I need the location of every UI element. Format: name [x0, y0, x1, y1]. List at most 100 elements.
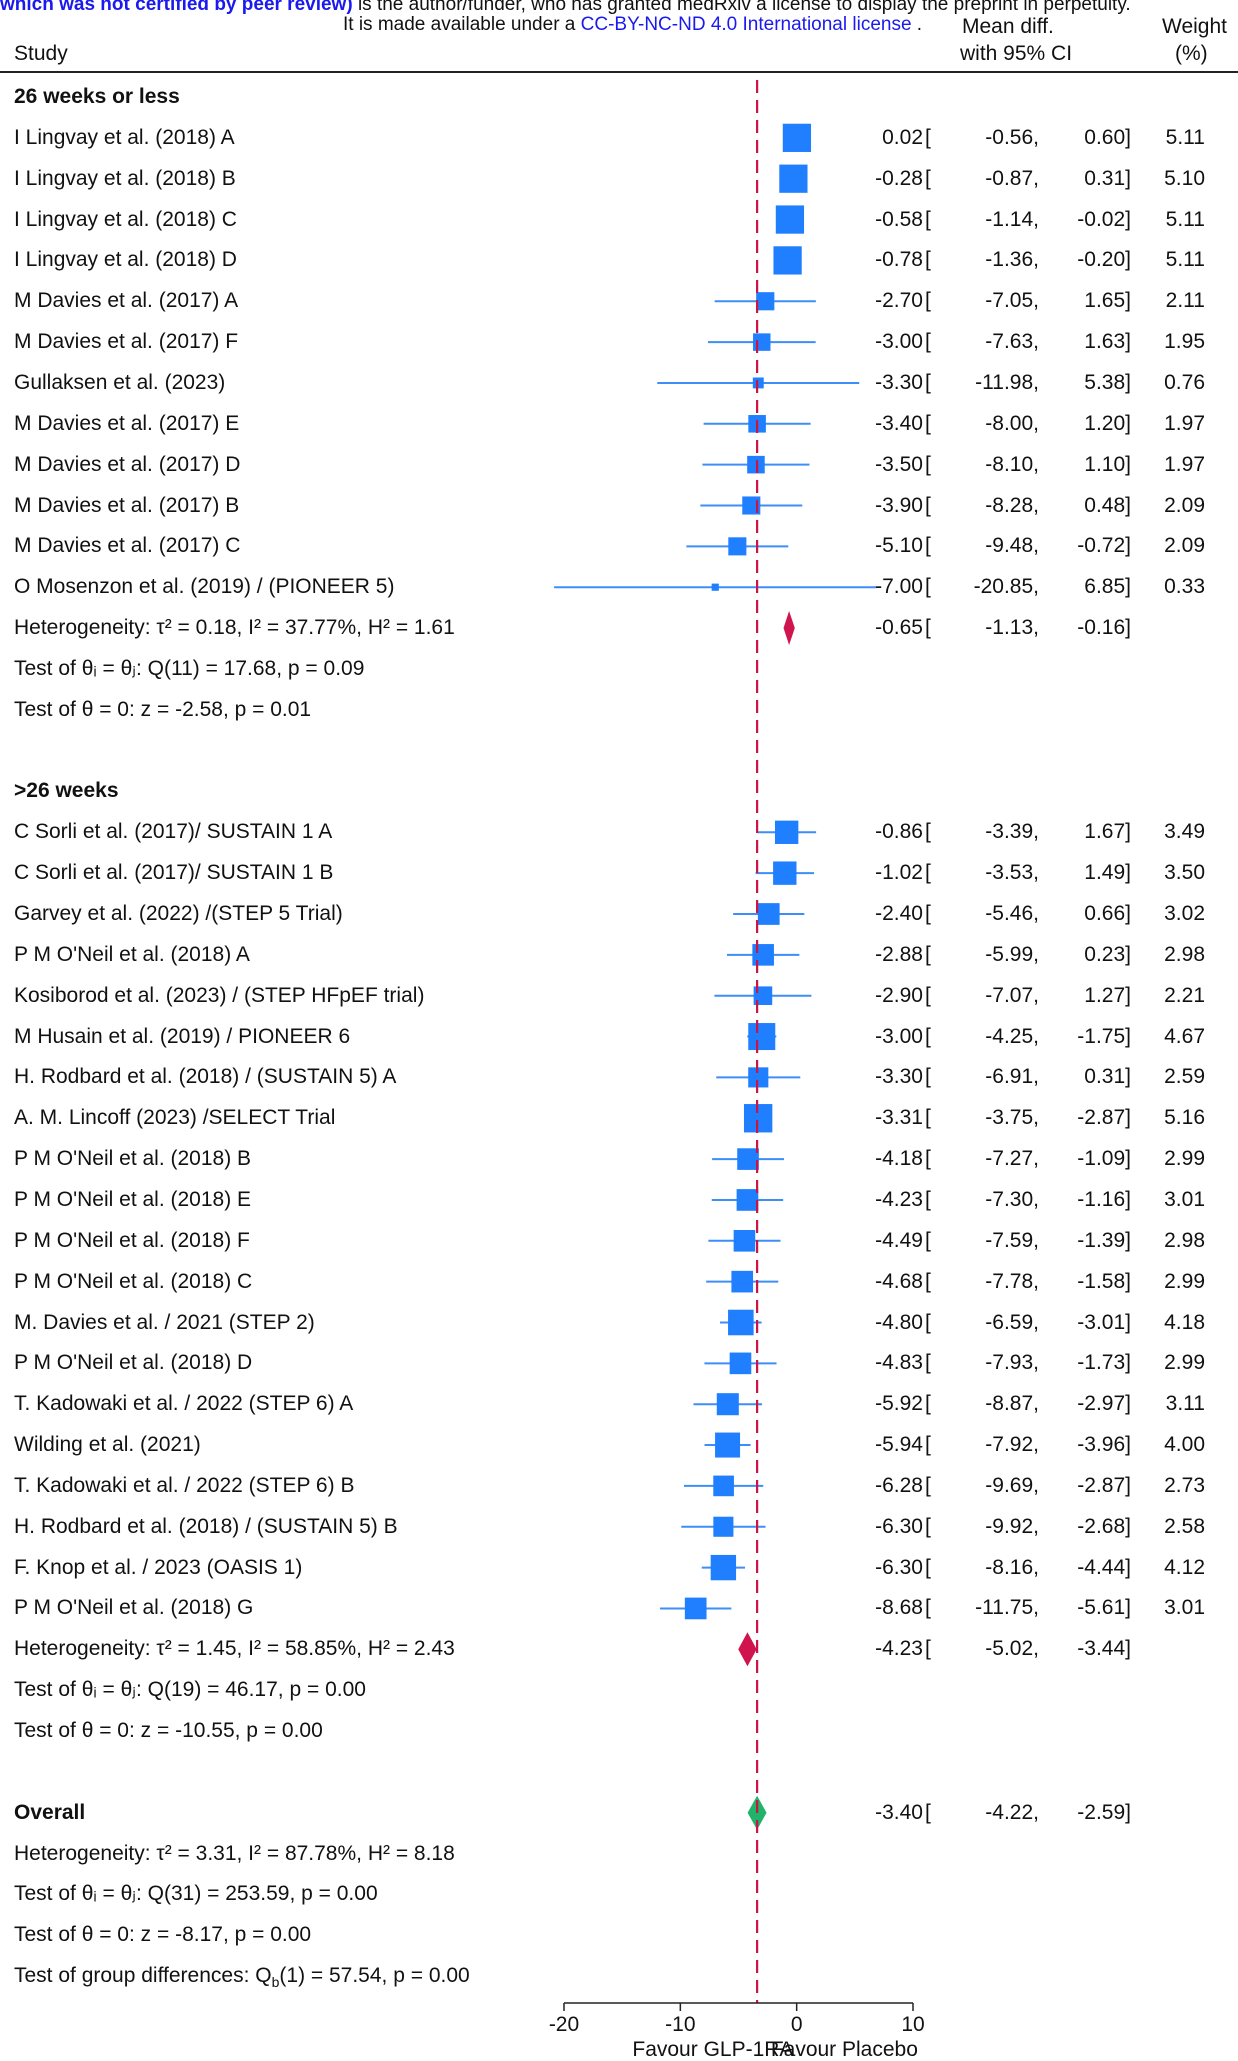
study-label: P M O'Neil et al. (2018) A	[14, 942, 250, 966]
study-square	[757, 903, 780, 925]
ci-lower-value: -8.00,	[985, 411, 1039, 435]
ci-lower-value: -5.02,	[985, 1637, 1039, 1661]
ci-upper-value: -3.01]	[1077, 1310, 1131, 1334]
license-suffix: .	[911, 14, 923, 35]
ci-open-bracket: [	[925, 575, 931, 599]
ci-open-bracket: [	[925, 207, 931, 231]
study-label: Wilding et al. (2021)	[14, 1433, 201, 1457]
mean-diff-value: -6.28	[875, 1473, 923, 1497]
preprint-banner: which was not certified by peer review) …	[0, 0, 1131, 16]
study-square	[747, 455, 765, 474]
ci-lower-value: -1.13,	[985, 616, 1039, 640]
study-square	[752, 377, 764, 389]
study-square	[710, 1554, 737, 1581]
overall-label: Overall	[14, 1800, 86, 1824]
banner-license-text: is the author/funder, who has granted me…	[352, 0, 1131, 15]
study-label: H. Rodbard et al. (2018) / (SUSTAIN 5) B	[14, 1514, 398, 1538]
ci-open-bracket: [	[925, 248, 931, 272]
weight-value: 2.21	[1164, 983, 1205, 1007]
study-column-header: Study	[14, 42, 68, 65]
weight-header-line2: (%)	[1175, 42, 1208, 65]
ci-lower-value: -8.16,	[985, 1555, 1039, 1579]
ci-upper-value: 0.48]	[1084, 493, 1131, 517]
weight-value: 1.95	[1164, 330, 1205, 354]
study-label: M Davies et al. (2017) F	[14, 330, 239, 354]
weight-value: 5.11	[1165, 125, 1205, 149]
mean-diff-value: -3.40	[875, 1800, 923, 1824]
study-square	[753, 986, 773, 1005]
weight-value: 2.58	[1164, 1514, 1205, 1538]
ci-open-bracket: [	[925, 1473, 931, 1497]
weight-value: 4.00	[1164, 1433, 1205, 1457]
mean-diff-value: -4.68	[875, 1269, 923, 1293]
ci-upper-value: 6.85]	[1084, 575, 1131, 599]
ci-lower-value: -6.91,	[985, 1065, 1039, 1089]
mean-diff-value: -3.30	[875, 370, 923, 394]
study-label: Kosiborod et al. (2023) / (STEP HFpEF tr…	[14, 983, 425, 1007]
ci-upper-value: -1.16]	[1077, 1187, 1131, 1211]
test-statistic-text: Test of θᵢ = θⱼ: Q(11) = 17.68, p = 0.09	[14, 656, 365, 680]
mean-diff-value: -3.00	[875, 330, 923, 354]
ci-lower-value: -7.63,	[985, 330, 1039, 354]
ci-upper-value: -1.58]	[1077, 1269, 1131, 1293]
mean-diff-value: -2.88	[875, 942, 923, 966]
study-square	[731, 1270, 754, 1293]
ci-upper-value: 5.38]	[1084, 370, 1131, 394]
study-square	[716, 1393, 739, 1416]
subgroup-diamond	[738, 1632, 757, 1667]
preprint-license-line: It is made available under a CC-BY-NC-ND…	[343, 14, 922, 36]
study-label: M Davies et al. (2017) C	[14, 534, 241, 558]
ci-open-bracket: [	[925, 1310, 931, 1334]
weight-value: 3.49	[1164, 820, 1205, 844]
weight-value: 3.11	[1165, 1392, 1205, 1416]
mean-diff-value: -4.83	[875, 1351, 923, 1375]
x-tick-label: -10	[665, 2013, 695, 2036]
ci-lower-value: -20.85,	[973, 575, 1039, 599]
study-label: I Lingvay et al. (2018) D	[14, 248, 237, 272]
mean-diff-value: -0.65	[875, 616, 923, 640]
ci-lower-value: -6.59,	[985, 1310, 1039, 1334]
study-square	[736, 1189, 759, 1211]
test-statistic-text: Heterogeneity: τ² = 3.31, I² = 87.78%, H…	[14, 1841, 455, 1865]
ci-lower-value: -8.87,	[985, 1392, 1039, 1416]
study-label: F. Knop et al. / 2023 (OASIS 1)	[14, 1555, 303, 1579]
x-tick-label: 0	[791, 2013, 803, 2036]
study-label: I Lingvay et al. (2018) A	[14, 125, 235, 149]
weight-value: 3.01	[1164, 1596, 1205, 1620]
study-square	[773, 246, 802, 275]
ci-open-bracket: [	[925, 289, 931, 313]
heterogeneity-label: Heterogeneity: τ² = 1.45, I² = 58.85%, H…	[14, 1637, 455, 1661]
ci-open-bracket: [	[925, 1065, 931, 1089]
weight-value: 5.11	[1165, 207, 1205, 231]
mean-diff-value: -1.02	[875, 861, 923, 885]
ci-lower-value: -7.07,	[985, 983, 1039, 1007]
effect-header-line2: with 95% CI	[960, 42, 1073, 65]
ci-lower-value: -4.22,	[985, 1800, 1039, 1824]
ci-lower-value: -3.53,	[985, 861, 1039, 885]
study-square	[782, 123, 812, 152]
study-label: P M O'Neil et al. (2018) F	[14, 1228, 250, 1252]
mean-diff-value: -0.28	[875, 166, 923, 190]
weight-value: 2.99	[1164, 1147, 1205, 1171]
ci-open-bracket: [	[925, 820, 931, 844]
ci-open-bracket: [	[925, 493, 931, 517]
license-link[interactable]: CC-BY-NC-ND 4.0 International license	[580, 14, 912, 35]
study-label: P M O'Neil et al. (2018) C	[14, 1269, 253, 1293]
ci-upper-value: 0.23]	[1084, 942, 1131, 966]
ci-open-bracket: [	[925, 452, 931, 476]
study-label: T. Kadowaki et al. / 2022 (STEP 6) A	[14, 1392, 354, 1416]
ci-upper-value: -2.97]	[1077, 1392, 1131, 1416]
ci-lower-value: -7.92,	[985, 1433, 1039, 1457]
ci-upper-value: 1.27]	[1084, 983, 1131, 1007]
ci-lower-value: -8.10,	[985, 452, 1039, 476]
study-label: H. Rodbard et al. (2018) / (SUSTAIN 5) A	[14, 1065, 397, 1089]
study-square	[748, 1067, 769, 1088]
ci-lower-value: -7.78,	[985, 1269, 1039, 1293]
ci-open-bracket: [	[925, 1800, 931, 1824]
ci-upper-value: -1.09]	[1077, 1147, 1131, 1171]
ci-upper-value: -3.96]	[1077, 1433, 1131, 1457]
ci-upper-value: 0.60]	[1084, 125, 1131, 149]
ci-open-bracket: [	[925, 1433, 931, 1457]
ci-open-bracket: [	[925, 861, 931, 885]
